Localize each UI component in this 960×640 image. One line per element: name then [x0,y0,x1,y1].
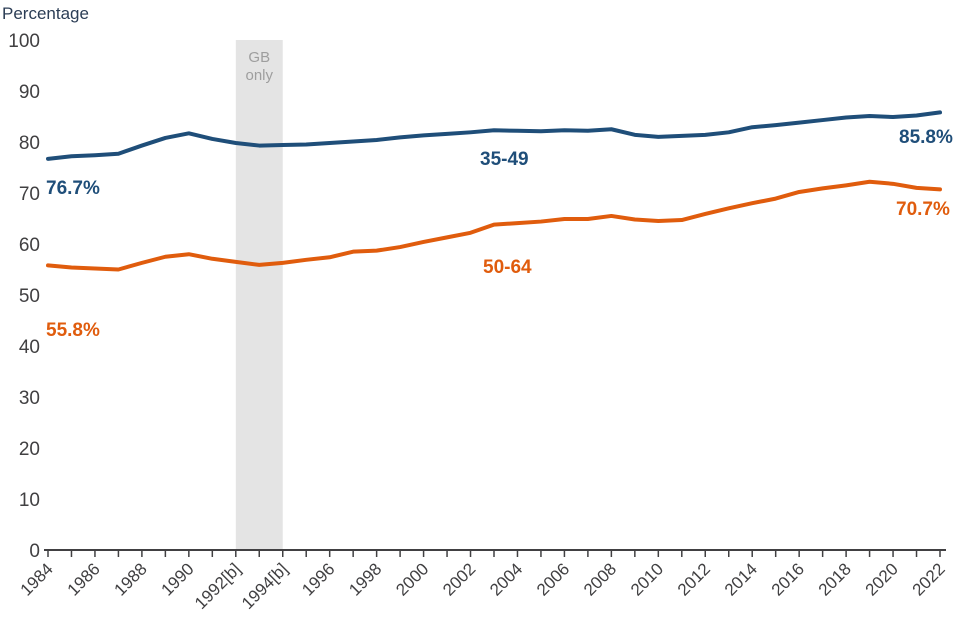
annotation-label: 85.8% [899,127,953,148]
x-tick-label: 2006 [533,559,573,599]
series-line-50-64 [46,179,942,272]
x-tick-label: 2008 [580,559,620,599]
x-tick-label: 1986 [64,559,104,599]
y-tick-label: 70 [19,184,40,205]
y-axis-title: Percentage [2,4,89,23]
x-tick-label: 1998 [345,559,385,599]
y-tick-label: 60 [19,235,40,256]
annotation-label: 76.7% [46,178,100,199]
gb-only-band [235,40,283,550]
x-tick-label: 1996 [298,559,338,599]
y-tick-label: 0 [29,541,40,562]
y-tick-label: 80 [19,133,40,154]
x-tick-label: 2000 [392,559,432,599]
x-tick-label: 2022 [909,559,949,599]
x-tick-label: 1990 [157,559,197,599]
x-tick-label: 2014 [721,559,761,599]
y-tick-label: 50 [19,286,40,307]
annotation-label: 55.8% [46,320,100,341]
x-tick-label: 2004 [486,559,526,599]
x-tick-label: 2002 [439,559,479,599]
series-line-35-49 [46,110,942,161]
gb-only-band-label: only [245,67,273,84]
y-tick-label: 90 [19,82,40,103]
x-tick-label: 2012 [674,559,714,599]
y-tick-label: 10 [19,490,40,511]
x-tick-label: 1994[b] [238,559,292,613]
annotation-label: 50-64 [483,257,532,278]
x-tick-label: 2016 [768,559,808,599]
x-tick-label: 1984 [17,559,57,599]
x-tick-label: 1992[b] [191,559,245,613]
y-tick-label: 30 [19,388,40,409]
x-tick-label: 2020 [862,559,902,599]
y-tick-label: 20 [19,439,40,460]
y-tick-label: 100 [8,31,40,52]
x-tick-label: 2018 [815,559,855,599]
annotation-label: 35-49 [480,149,529,170]
y-tick-label: 40 [19,337,40,358]
annotation-label: 70.7% [896,199,950,220]
x-tick-label: 1988 [111,559,151,599]
x-tick-label: 2010 [627,559,667,599]
gb-only-band-label: GB [248,49,270,66]
